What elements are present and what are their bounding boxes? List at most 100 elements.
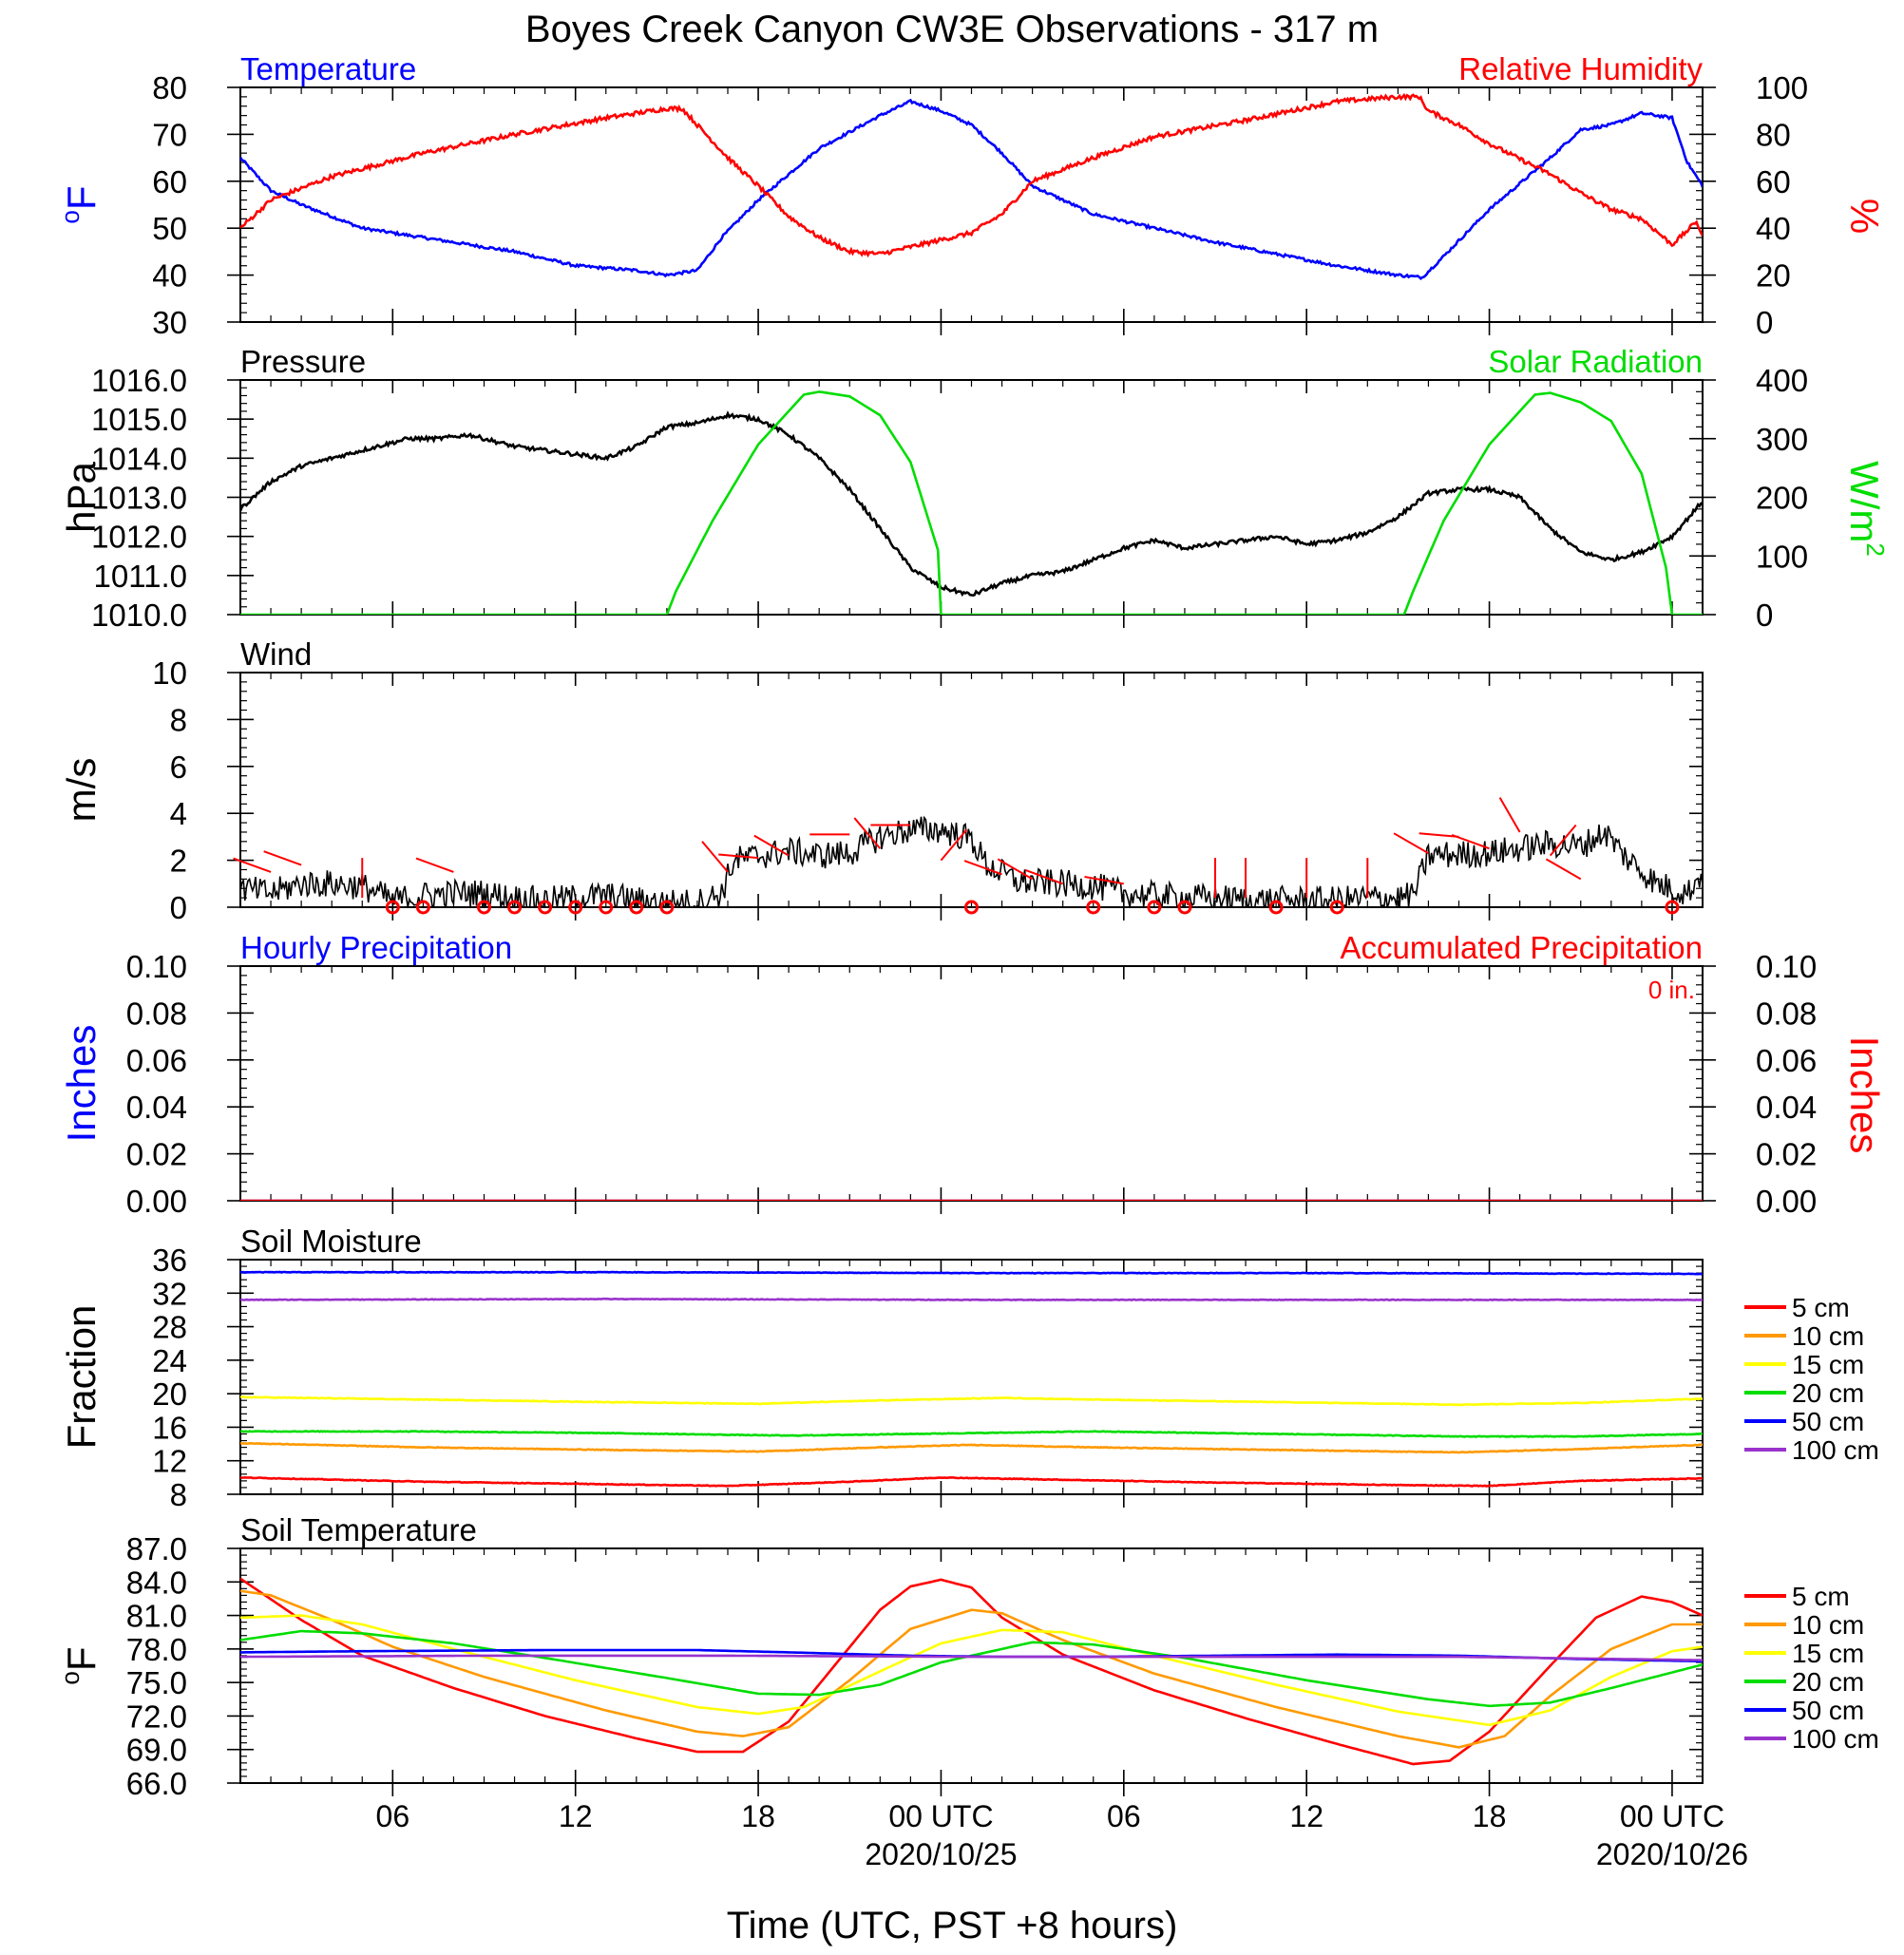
calm-wind-marker (568, 900, 583, 915)
calm-wind-marker (507, 900, 523, 915)
x-axis-label: Time (UTC, PST +8 hours) (727, 1905, 1178, 1946)
y-tick-label-left: 84.0 (126, 1565, 187, 1600)
y-axis-label-right: W/m2 (1842, 461, 1890, 557)
y-tick-label-left: 87.0 (126, 1531, 187, 1566)
y-tick-label-left: 4 (170, 796, 187, 831)
y-axis-label-left: m/s (59, 758, 104, 823)
y-tick-label-left: 2 (170, 844, 187, 879)
y-tick-label-left: 30 (152, 305, 187, 340)
y-tick-label-right: 0.00 (1756, 1184, 1817, 1219)
y-tick-label-left: 50 (152, 211, 187, 246)
legend-label: 10 cm (1792, 1610, 1864, 1640)
x-date-label: 2020/10/26 (1596, 1837, 1748, 1871)
x-tick-label: 18 (1473, 1799, 1507, 1833)
y-tick-label-left: 16 (152, 1410, 187, 1445)
legend-label: 100 cm (1792, 1724, 1879, 1754)
y-tick-label-left: 0.04 (126, 1090, 187, 1125)
y-tick-label-left: 70 (152, 117, 187, 152)
calm-wind-marker (415, 900, 430, 915)
y-tick-label-left: 1013.0 (91, 481, 187, 516)
series-line-solar-radiation (240, 390, 1703, 615)
calm-wind-marker (1086, 900, 1101, 915)
series-line-20-cm (240, 1430, 1703, 1438)
y-tick-label-left: 75.0 (126, 1665, 187, 1700)
series-line-10-cm (240, 1441, 1703, 1454)
wind-barb (1498, 797, 1521, 833)
y-axis-label-right: % (1842, 199, 1887, 234)
wind-barb (1393, 832, 1429, 855)
wind-barb (718, 853, 759, 860)
series-line-100-cm (240, 1654, 1703, 1661)
y-tick-label-right: 0.06 (1756, 1043, 1817, 1078)
y-tick-label-right: 20 (1756, 258, 1791, 294)
calm-wind-marker (1268, 900, 1284, 915)
y-tick-label-right: 200 (1756, 481, 1808, 516)
wind-barb (1418, 832, 1459, 838)
y-tick-label-left: 60 (152, 164, 187, 199)
legend-label: 100 cm (1792, 1435, 1879, 1465)
y-tick-label-right: 60 (1756, 164, 1791, 199)
y-tick-label-left: 8 (170, 1477, 187, 1512)
series-line-wind (240, 815, 1703, 907)
y-tick-label-right: 0.08 (1756, 996, 1817, 1031)
y-tick-label-left: 40 (152, 258, 187, 294)
y-tick-label-right: 0 (1756, 598, 1773, 633)
calm-wind-marker (1329, 900, 1344, 915)
y-tick-label-left: 78.0 (126, 1632, 187, 1667)
calm-wind-marker (1665, 900, 1680, 915)
y-tick-label-right: 100 (1756, 70, 1808, 105)
y-tick-label-right: 0 (1756, 305, 1773, 340)
series-line-5-cm (240, 1475, 1703, 1488)
panel-title-right: Accumulated Precipitation (1340, 930, 1703, 965)
series-line-5-cm (240, 1577, 1703, 1766)
calm-wind-marker (385, 900, 400, 915)
y-tick-label-right: 40 (1756, 211, 1791, 246)
x-tick-label: 06 (376, 1799, 410, 1833)
y-axis-label-left: oF (56, 185, 104, 223)
y-tick-label-left: 0.08 (126, 996, 187, 1031)
y-tick-label-left: 1014.0 (91, 441, 187, 476)
panel-title-right: Solar Radiation (1488, 344, 1703, 379)
x-tick-label: 00 UTC (1620, 1799, 1724, 1833)
accumulated-total-label: 0 in. (1648, 976, 1695, 1004)
y-tick-label-right: 0.02 (1756, 1137, 1817, 1172)
x-tick-label: 12 (559, 1799, 593, 1833)
legend-label: 15 cm (1792, 1350, 1864, 1379)
y-tick-label-left: 32 (152, 1276, 187, 1311)
y-tick-label-left: 0.06 (126, 1043, 187, 1078)
figure-title: Boyes Creek Canyon CW3E Observations - 3… (525, 9, 1379, 50)
x-tick-label: 12 (1289, 1799, 1323, 1833)
panel-precipitation: 0.00 0.02 0.04 0.06 0.08 0.10 0.00 0.02 0.04 0.06… (59, 930, 1887, 1219)
y-tick-label-left: 72.0 (126, 1699, 187, 1734)
series-line-pressure (240, 410, 1703, 598)
legend-label: 5 cm (1792, 1293, 1850, 1322)
wind-barb (415, 857, 454, 873)
y-tick-label-left: 0.00 (126, 1184, 187, 1219)
calm-wind-marker (629, 900, 644, 915)
wind-barb (263, 850, 302, 866)
wind-barb (753, 834, 790, 857)
calm-wind-marker (659, 900, 675, 915)
y-tick-label-left: 8 (170, 702, 187, 737)
y-tick-label-right: 80 (1756, 117, 1791, 152)
series-line-15-cm (240, 1395, 1703, 1407)
legend-label: 50 cm (1792, 1696, 1864, 1725)
y-tick-label-right: 300 (1756, 422, 1808, 457)
y-tick-label-left: 12 (152, 1444, 187, 1479)
legend-label: 50 cm (1792, 1407, 1864, 1436)
panel-title-left: Wind (240, 636, 312, 672)
y-tick-label-left: 28 (152, 1310, 187, 1345)
wind-barb (997, 858, 1034, 881)
y-tick-label-left: 66.0 (126, 1766, 187, 1801)
series-line-temperature (240, 98, 1703, 281)
x-tick-label: 18 (741, 1799, 775, 1833)
x-tick-label: 00 UTC (888, 1799, 993, 1833)
y-axis-label-left: Fraction (59, 1305, 104, 1450)
panel-title-right: Relative Humidity (1458, 51, 1703, 86)
y-tick-label-left: 1010.0 (91, 598, 187, 633)
y-tick-label-left: 1015.0 (91, 402, 187, 437)
y-tick-label-left: 1016.0 (91, 363, 187, 398)
